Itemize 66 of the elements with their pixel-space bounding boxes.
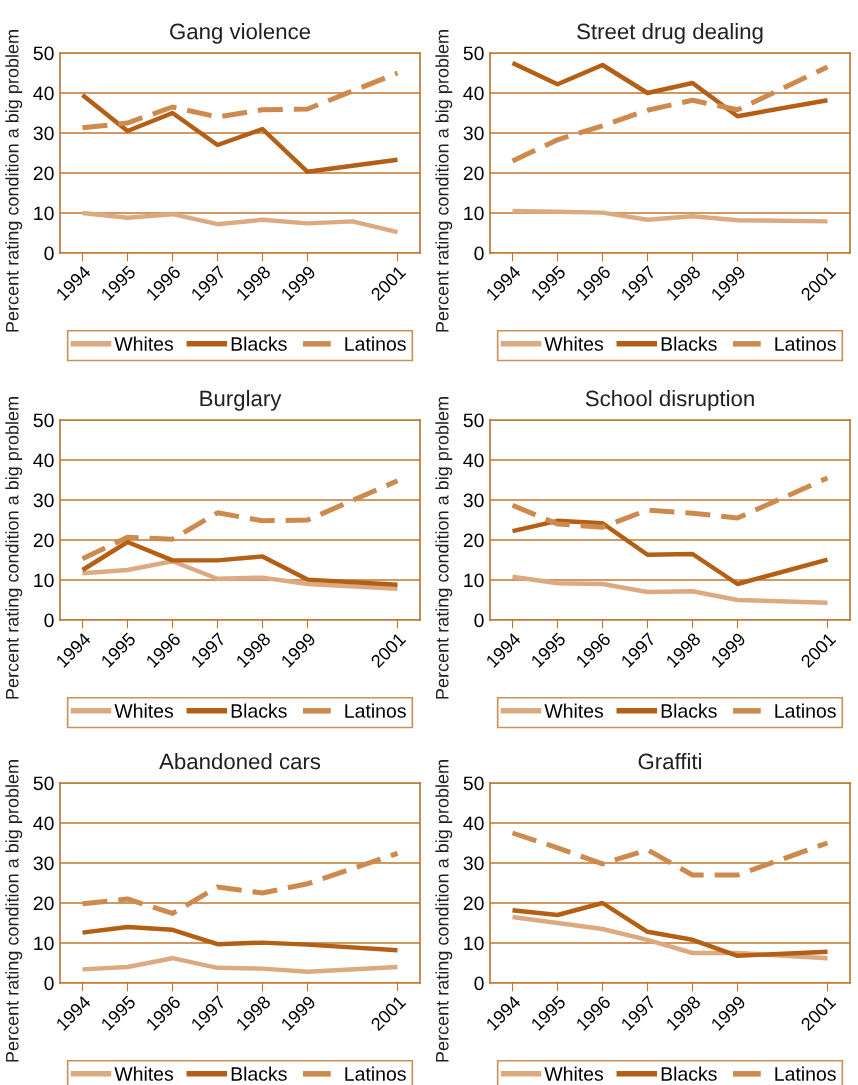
y-tick-label: 50 bbox=[463, 776, 484, 791]
y-tick-label: 40 bbox=[33, 816, 54, 831]
legend-label: Blacks bbox=[661, 336, 717, 351]
y-tick-label: 30 bbox=[33, 126, 54, 141]
y-tick-label: 20 bbox=[33, 896, 54, 911]
legend-label: Latinos bbox=[775, 703, 836, 718]
y-axis-title: Percent rating condition a big problem bbox=[435, 30, 453, 332]
y-tick-label: 0 bbox=[44, 976, 54, 991]
y-tick-label: 20 bbox=[463, 533, 484, 548]
y-tick-label: 20 bbox=[33, 166, 54, 181]
legend-label: Blacks bbox=[661, 703, 717, 718]
y-tick-label: 20 bbox=[463, 166, 484, 181]
y-axis-title: Percent rating condition a big problem bbox=[435, 397, 453, 699]
chart-title: Street drug dealing bbox=[577, 23, 763, 44]
legend-label: Latinos bbox=[345, 703, 406, 718]
y-tick-label: 0 bbox=[44, 613, 54, 628]
y-tick-label: 50 bbox=[33, 413, 54, 428]
legend-label: Latinos bbox=[775, 1066, 836, 1081]
y-tick-label: 10 bbox=[34, 206, 54, 221]
y-tick-label: 10 bbox=[34, 573, 54, 588]
y-tick-label: 40 bbox=[463, 816, 484, 831]
y-tick-label: 10 bbox=[464, 936, 484, 951]
chart-title: Abandoned cars bbox=[159, 753, 321, 770]
y-axis-title: Percent rating condition a big problem bbox=[5, 397, 23, 699]
y-tick-label: 20 bbox=[463, 896, 484, 911]
y-tick-label: 50 bbox=[33, 46, 54, 61]
legend-label: Whites bbox=[544, 336, 604, 351]
y-tick-label: 30 bbox=[463, 493, 484, 508]
y-tick-label: 30 bbox=[463, 856, 484, 871]
legend-label: Whites bbox=[114, 1066, 174, 1081]
y-axis-title: Percent rating condition a big problem bbox=[5, 30, 23, 332]
legend-label: Whites bbox=[544, 703, 604, 718]
y-tick-label: 10 bbox=[464, 206, 484, 221]
y-tick-label: 50 bbox=[463, 46, 484, 61]
legend-label: Blacks bbox=[231, 1066, 287, 1081]
chart-title: Burglary bbox=[200, 390, 282, 411]
y-axis-title: Percent rating condition a big problem bbox=[435, 760, 453, 1062]
y-tick-label: 40 bbox=[33, 453, 54, 468]
legend-label: Latinos bbox=[345, 1066, 406, 1081]
y-tick-label: 0 bbox=[44, 246, 54, 261]
legend-label: Latinos bbox=[775, 336, 836, 351]
y-tick-label: 20 bbox=[33, 533, 54, 548]
y-axis-title: Percent rating condition a big problem bbox=[5, 760, 23, 1062]
legend-label: Blacks bbox=[661, 1066, 717, 1081]
y-tick-label: 10 bbox=[34, 936, 54, 951]
legend-label: Whites bbox=[544, 1066, 604, 1081]
legend-label: Whites bbox=[114, 336, 174, 351]
y-tick-label: 10 bbox=[464, 573, 484, 588]
legend-label: Whites bbox=[114, 703, 174, 718]
y-tick-label: 40 bbox=[463, 453, 484, 468]
legend-label: Blacks bbox=[231, 703, 287, 718]
y-tick-label: 30 bbox=[33, 856, 54, 871]
legend-label: Latinos bbox=[345, 336, 406, 351]
y-tick-label: 40 bbox=[33, 86, 54, 101]
legend-label: Blacks bbox=[231, 336, 287, 351]
chart-title: School disruption bbox=[585, 390, 754, 411]
y-tick-label: 0 bbox=[474, 976, 484, 991]
y-tick-label: 50 bbox=[33, 776, 54, 791]
y-tick-label: 0 bbox=[474, 613, 484, 628]
y-tick-label: 30 bbox=[463, 126, 484, 141]
y-tick-label: 40 bbox=[463, 86, 484, 101]
y-tick-label: 0 bbox=[474, 246, 484, 261]
chart-title: Gang violence bbox=[170, 23, 311, 44]
y-tick-label: 30 bbox=[33, 493, 54, 508]
y-tick-label: 50 bbox=[463, 413, 484, 428]
chart-title: Graffiti bbox=[638, 753, 702, 770]
